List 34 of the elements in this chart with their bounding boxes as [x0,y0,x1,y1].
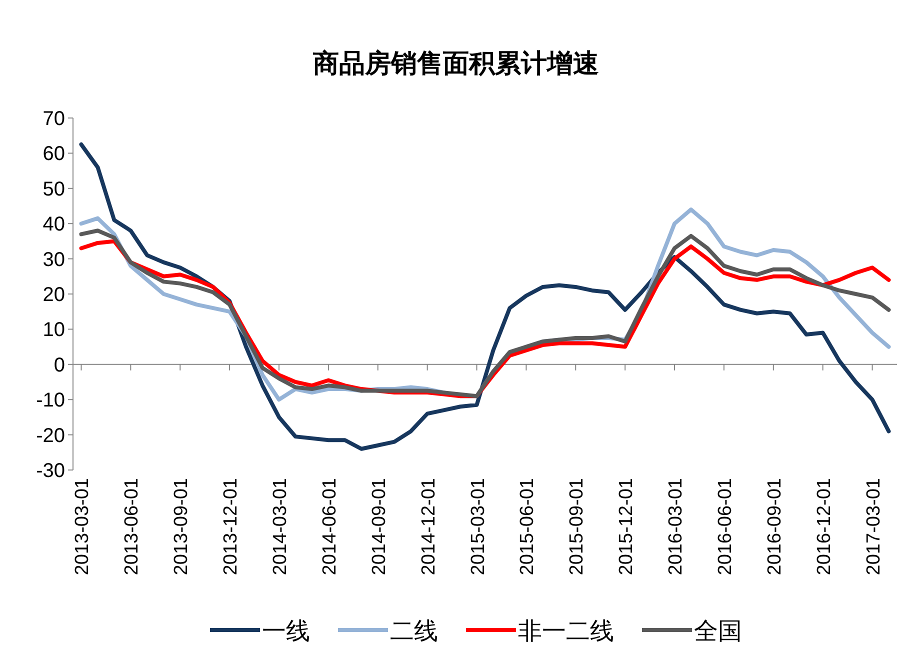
y-tick-label: 20 [42,284,65,306]
y-tick-label: -20 [36,424,65,447]
legend-label: 二线 [390,618,438,645]
x-tick-label: 2016-09-01 [764,478,786,576]
x-tick-label: 2015-09-01 [566,478,588,576]
y-tick-label: 50 [42,178,65,200]
x-tick-label: 2017-03-01 [863,478,884,576]
x-tick-label: 2015-12-01 [616,478,638,576]
x-tick-label: 2013-09-01 [171,478,192,576]
line-series [79,142,891,451]
x-tick-label: 2016-12-01 [814,478,835,576]
x-tick-label: 2014-06-01 [319,478,340,576]
chart-title: 商品房销售面积累计增速 [312,48,599,78]
legend-label: 非一二线 [518,618,614,645]
y-tick-label: -30 [36,460,65,482]
y-tick-label: 10 [42,319,65,342]
legend-label: 全国 [694,618,742,645]
y-tick-label: 0 [54,354,65,376]
x-tick-label: 2014-09-01 [368,478,390,576]
y-tick-label: -10 [36,390,65,412]
y-tick-label: 30 [42,248,65,271]
y-tick-label: 60 [42,143,65,166]
x-tick-label: 2014-03-01 [270,478,291,576]
y-tick-label: 70 [42,108,65,130]
x-tick-label: 2015-03-01 [468,478,489,576]
legend-label: 一线 [262,618,310,645]
x-tick-label: 2016-06-01 [714,478,736,576]
x-tick-label: 2013-12-01 [220,478,242,576]
x-tick-label: 2013-03-01 [72,478,94,576]
x-tick-label: 2015-06-01 [517,478,538,576]
x-tick-label: 2014-12-01 [418,478,440,576]
y-tick-label: 40 [42,214,65,236]
x-tick-label: 2013-06-01 [122,478,143,576]
x-tick-label: 2016-03-01 [666,478,687,576]
